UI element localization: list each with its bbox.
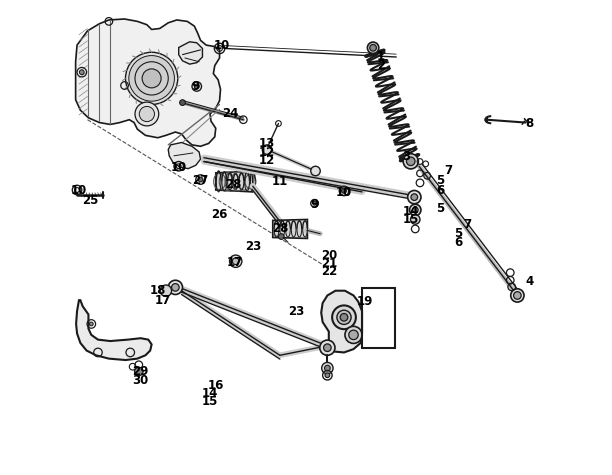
Polygon shape: [216, 171, 253, 192]
Text: 15: 15: [202, 395, 218, 408]
Text: 3: 3: [403, 150, 411, 163]
Circle shape: [263, 145, 272, 154]
Circle shape: [408, 190, 421, 204]
Circle shape: [324, 344, 331, 352]
Text: 6: 6: [454, 236, 462, 249]
Circle shape: [129, 56, 174, 101]
Circle shape: [230, 255, 242, 267]
Text: 4: 4: [525, 275, 534, 288]
Circle shape: [337, 310, 351, 324]
Circle shape: [135, 367, 143, 376]
Text: 10: 10: [171, 161, 187, 174]
Text: 23: 23: [245, 240, 262, 254]
Text: 28: 28: [272, 222, 288, 236]
Text: 5: 5: [436, 174, 444, 187]
Circle shape: [180, 100, 185, 105]
Text: 23: 23: [288, 304, 305, 318]
Circle shape: [322, 362, 333, 374]
Text: 26: 26: [211, 208, 228, 221]
Text: 16: 16: [207, 379, 224, 392]
Circle shape: [89, 322, 93, 326]
Circle shape: [125, 52, 177, 104]
Text: 22: 22: [321, 265, 337, 278]
Text: 17: 17: [226, 256, 243, 269]
Text: 18: 18: [149, 284, 166, 297]
Circle shape: [412, 207, 418, 213]
Text: 29: 29: [133, 365, 149, 378]
Text: 1: 1: [377, 50, 385, 64]
Circle shape: [406, 157, 415, 166]
Circle shape: [320, 340, 335, 355]
Text: 28: 28: [226, 178, 242, 191]
Text: 10: 10: [214, 38, 230, 52]
Text: 17: 17: [154, 294, 171, 307]
Circle shape: [142, 69, 161, 88]
Circle shape: [403, 154, 419, 169]
Polygon shape: [321, 291, 362, 352]
Text: 24: 24: [222, 106, 238, 120]
Circle shape: [278, 234, 284, 239]
Circle shape: [325, 373, 330, 378]
Polygon shape: [76, 19, 220, 146]
Circle shape: [370, 45, 376, 51]
Text: 9: 9: [310, 198, 319, 211]
Circle shape: [411, 215, 420, 224]
Text: 10: 10: [336, 186, 352, 199]
Text: 14: 14: [402, 205, 419, 218]
Text: 2: 2: [377, 59, 385, 72]
Text: 20: 20: [321, 249, 337, 262]
Polygon shape: [179, 42, 203, 64]
Text: 25: 25: [81, 194, 98, 207]
Circle shape: [311, 166, 320, 176]
Circle shape: [411, 194, 417, 200]
Text: 5: 5: [436, 202, 444, 216]
Circle shape: [198, 177, 203, 182]
Circle shape: [140, 106, 154, 122]
Circle shape: [332, 305, 356, 329]
Polygon shape: [168, 142, 201, 169]
Circle shape: [324, 365, 330, 371]
Circle shape: [345, 326, 362, 343]
Text: 7: 7: [463, 218, 472, 231]
Circle shape: [367, 42, 379, 54]
Circle shape: [409, 204, 421, 216]
Text: 9: 9: [192, 80, 200, 93]
Text: 7: 7: [444, 164, 452, 178]
Circle shape: [168, 280, 182, 294]
Text: 8: 8: [525, 117, 534, 130]
Circle shape: [511, 289, 524, 302]
Text: 14: 14: [202, 387, 218, 400]
Text: 5: 5: [454, 227, 462, 240]
Circle shape: [80, 70, 84, 75]
Polygon shape: [273, 219, 307, 238]
Text: 13: 13: [259, 137, 275, 150]
Circle shape: [171, 284, 179, 291]
Circle shape: [313, 201, 316, 205]
Circle shape: [160, 285, 171, 296]
Circle shape: [513, 292, 521, 299]
Text: 12: 12: [259, 145, 275, 159]
Text: 15: 15: [402, 213, 419, 226]
Text: 12: 12: [259, 154, 275, 167]
Text: 21: 21: [321, 257, 337, 270]
Circle shape: [349, 330, 358, 340]
Circle shape: [135, 102, 159, 126]
Polygon shape: [76, 300, 152, 360]
Text: 27: 27: [192, 174, 209, 187]
Text: 19: 19: [357, 295, 373, 308]
Text: 6: 6: [436, 183, 444, 197]
Circle shape: [341, 189, 346, 193]
Text: 30: 30: [133, 373, 149, 387]
Text: 10: 10: [71, 184, 87, 198]
Circle shape: [340, 314, 348, 321]
Text: 11: 11: [272, 175, 288, 188]
Bar: [362, 288, 395, 348]
Circle shape: [195, 84, 199, 89]
Circle shape: [233, 258, 239, 265]
